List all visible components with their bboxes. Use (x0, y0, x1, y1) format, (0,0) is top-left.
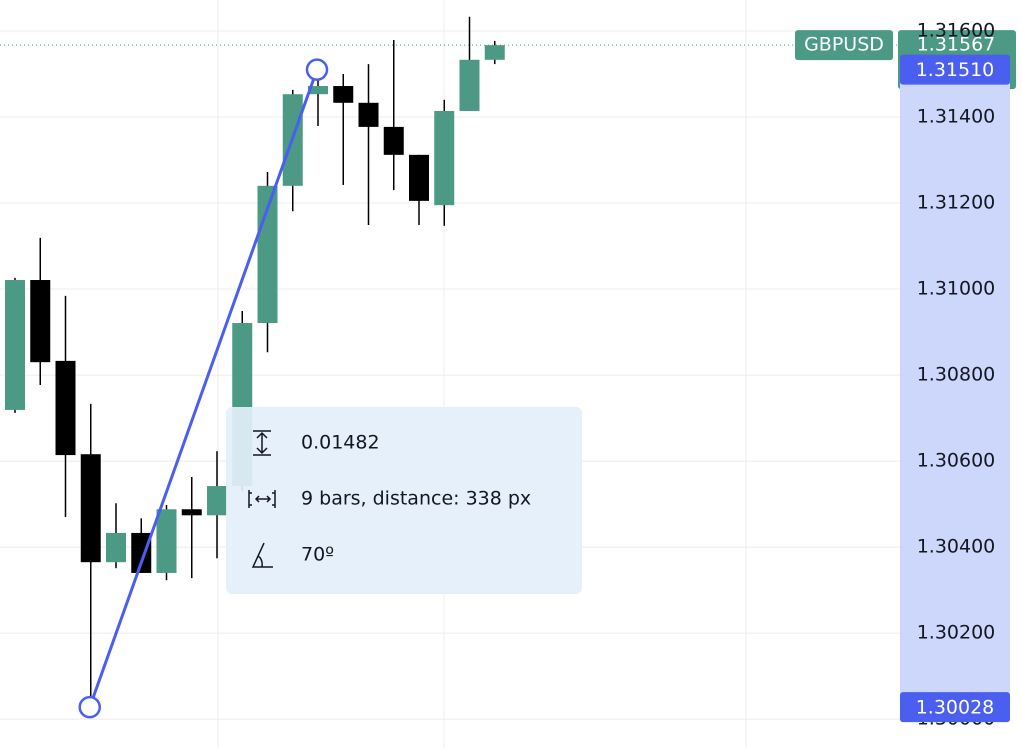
icon-bars (248, 490, 276, 508)
axis-range-band (900, 69, 1010, 708)
candle-body (333, 86, 354, 103)
candle-body (106, 532, 126, 563)
candle-body (434, 110, 455, 206)
icon-height (253, 430, 271, 456)
measure-angle: 70º (301, 544, 334, 566)
y-tick-label: 1.30200 (917, 622, 996, 644)
candle-body (308, 86, 328, 95)
y-tick-label: 1.31000 (917, 278, 996, 300)
icon-angle (251, 542, 273, 568)
trend-angle-line (88, 69, 319, 708)
measure-change: 0.01482 (301, 432, 380, 454)
anchor-point (78, 695, 101, 719)
price-marker-label: 1.31510 (916, 59, 995, 81)
candle-body (131, 532, 152, 573)
candle-body (207, 486, 227, 516)
y-tick-label: 1.30800 (917, 364, 996, 386)
candle-body (156, 509, 177, 573)
price-marker-label: 1.30028 (916, 697, 995, 719)
y-tick-label: 1.30600 (917, 450, 996, 472)
candles (5, 16, 505, 704)
anchor-point (305, 58, 329, 81)
last-price-label: 1.31567 (917, 34, 996, 56)
price-marker (900, 54, 1010, 85)
candle-body (484, 45, 505, 60)
candle-body (409, 154, 429, 201)
candle-body (5, 280, 25, 410)
y-tick-label: 1.31400 (917, 105, 996, 127)
measure-tooltip (226, 407, 582, 594)
y-tick-label: 1.30400 (917, 536, 996, 558)
candle-body (80, 454, 101, 563)
y-tick-label: 1.31200 (917, 192, 996, 214)
measure-distance: 9 bars, distance: 338 px (301, 488, 531, 510)
candle-body (55, 360, 76, 456)
price-axis: 1.300001.302001.304001.306001.308001.310… (900, 19, 1010, 730)
symbol-label: GBPUSD (804, 34, 884, 56)
candle-body (358, 102, 379, 127)
symbol-box (795, 30, 893, 61)
candle-body (30, 280, 51, 363)
price-marker (900, 692, 1010, 723)
y-tick-label: 1.31600 (917, 19, 996, 41)
candle-body (181, 509, 202, 516)
candle-body (383, 126, 404, 155)
candle-body (459, 59, 480, 111)
